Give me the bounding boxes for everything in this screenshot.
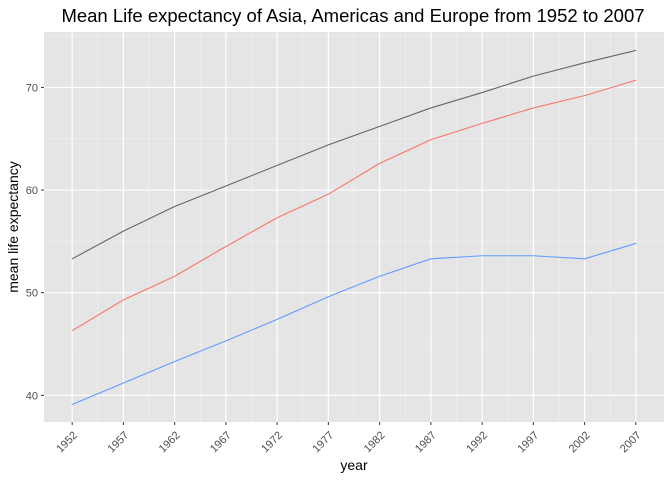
series-line-2 (71, 79, 637, 332)
x-tick-label: 1972 (259, 429, 285, 455)
major-gridlines (44, 32, 664, 422)
y-tick-label: 50 (26, 288, 38, 300)
minor-gridlines (44, 32, 664, 422)
x-tick-label: 2002 (567, 429, 593, 455)
x-tick-label: 1992 (464, 429, 490, 455)
x-tick-label: 1987 (413, 429, 439, 455)
series-line-1 (71, 49, 637, 260)
x-tick-label: 1977 (311, 429, 337, 455)
chart-title: Mean Life expectancy of Asia, Americas a… (61, 5, 644, 26)
x-tick-label: 1997 (515, 429, 541, 455)
x-axis-title: year (340, 457, 368, 473)
x-tick-label: 1982 (362, 429, 388, 455)
y-tick-label: 40 (26, 390, 38, 402)
series-line-3 (71, 242, 637, 406)
x-tick-label: 1967 (208, 429, 234, 455)
x-tick-label: 1952 (54, 429, 80, 455)
y-axis-title: mean life expectancy (5, 161, 21, 293)
x-tick-label: 1962 (157, 429, 183, 455)
y-axis: 40 50 60 70 (26, 82, 44, 402)
series-lines (71, 49, 637, 406)
x-axis: 1952 1957 1962 1967 1972 1977 1982 1987 1992 1997… (54, 422, 644, 455)
y-tick-label: 60 (26, 185, 38, 197)
x-tick-label: 1957 (106, 429, 132, 455)
y-tick-label: 70 (26, 82, 38, 94)
x-tick-label: 2007 (618, 429, 644, 455)
